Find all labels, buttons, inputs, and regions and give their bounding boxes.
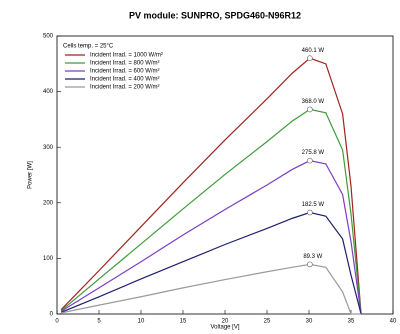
y-tick-label: 0 xyxy=(50,312,54,318)
series-line xyxy=(61,263,362,315)
legend-label: Incident Irrad. = 1000 W/m² xyxy=(90,53,163,59)
x-tick-label: 35 xyxy=(348,319,355,325)
x-tick-label: 25 xyxy=(264,319,271,325)
peak-marker xyxy=(307,157,313,164)
y-axis-label: Power [W] xyxy=(28,161,34,189)
y-tick-label: 500 xyxy=(43,34,54,40)
peak-marker xyxy=(307,106,313,113)
legend-title: Cells temp. = 25°C xyxy=(63,44,114,50)
series-line xyxy=(60,57,362,315)
y-tick-label: 200 xyxy=(43,200,54,206)
value-label: 182.5 W xyxy=(302,202,325,208)
x-tick-label: 20 xyxy=(222,319,229,325)
legend-label: Incident Irrad. = 200 W/m² xyxy=(90,85,160,91)
series-line xyxy=(60,108,362,315)
x-tick-label: 40 xyxy=(390,319,397,325)
peak-marker xyxy=(307,55,313,61)
value-label: 89.3 W xyxy=(303,254,322,260)
value-label: 460.1 W xyxy=(302,48,325,54)
peak-marker xyxy=(307,261,313,268)
x-tick-label: 10 xyxy=(138,319,145,325)
series-line xyxy=(60,160,362,315)
value-label: 368.0 W xyxy=(302,99,325,105)
y-tick-label: 300 xyxy=(43,145,54,151)
y-tick-label: 100 xyxy=(43,256,54,262)
legend-label: Incident Irrad. = 400 W/m² xyxy=(90,77,160,83)
x-tick-label: 15 xyxy=(180,319,187,325)
peak-marker xyxy=(307,209,313,216)
legend-label: Incident Irrad. = 800 W/m² xyxy=(90,61,160,67)
legend-label: Incident Irrad. = 600 W/m² xyxy=(90,69,160,75)
x-tick-label: 5 xyxy=(97,319,101,325)
y-tick-label: 400 xyxy=(43,89,54,95)
series-line xyxy=(60,211,362,315)
x-axis-label: Voltage [V] xyxy=(210,325,239,331)
value-label: 275.8 W xyxy=(302,150,325,156)
chart-title: PV module: SUNPRO, SPDG460-N96R12 xyxy=(129,10,301,20)
x-tick-label: 0 xyxy=(55,319,59,325)
x-tick-label: 30 xyxy=(306,319,313,325)
